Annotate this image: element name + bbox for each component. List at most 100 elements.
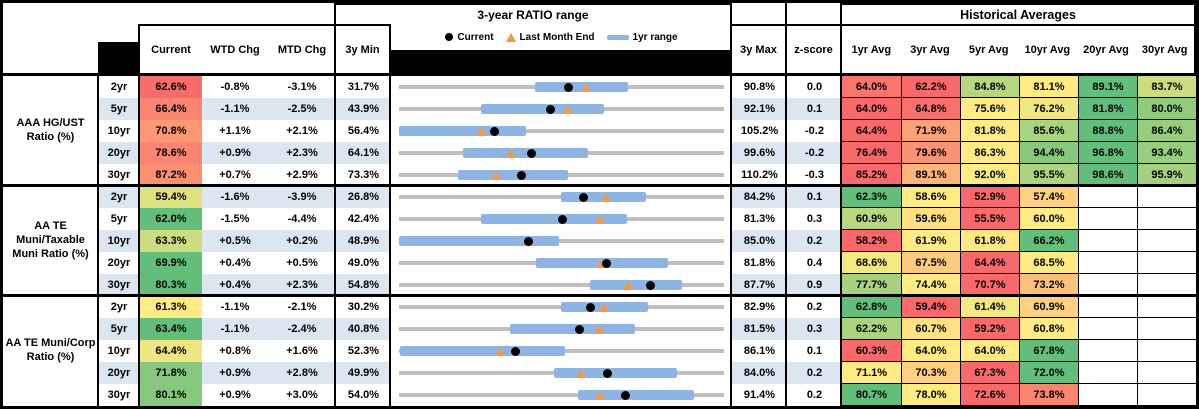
avg-cell (1078, 296, 1137, 318)
group-aaa-hg-ust: AAA HG/UST Ratio (%) 2yr 62.6% -0.8% -3.1% 3… (3, 76, 1196, 186)
avg-cell: 79.6% (901, 142, 960, 164)
wtd-chg-value: +0.9% (219, 389, 251, 401)
group-rows: 2yr 62.6% -0.8% -3.1% 31.7% 90.8% 0.0 64.0% 62.2… (98, 76, 1196, 186)
current-marker (510, 346, 520, 356)
tenor-label: 20yr (107, 147, 131, 159)
avg-cell: 85.2% (842, 164, 901, 186)
three-year-max-value: 81.3% (743, 213, 776, 225)
three-year-min-value: 54.8% (347, 279, 380, 291)
avg-cell: 68.6% (842, 252, 901, 274)
avg-cell: 67.3% (960, 362, 1019, 384)
last-month-end-triangle-icon (505, 32, 516, 42)
avg-cell: 60.0% (1019, 208, 1078, 230)
avg-cell (1137, 186, 1196, 208)
table-row: 30yr 87.2% +0.7% +2.9% 73.3% 110.2% -0.3 85.2% 8… (98, 164, 1196, 186)
historical-averages-title: Historical Averages (840, 3, 1196, 26)
current-marker (646, 280, 656, 290)
avg-cell: 67.5% (901, 252, 960, 274)
avg-cell: 94.4% (1019, 142, 1078, 164)
mtd-chg-value: -2.4% (287, 323, 317, 335)
three-year-max-value: 84.0% (743, 367, 776, 379)
avg-5yr-column-header: 5yr Avg (968, 44, 1009, 56)
avg-cell: 64.0% (901, 340, 960, 362)
current-value: 62.6% (140, 76, 202, 98)
avg-cell: 73.2% (1019, 274, 1078, 296)
three-year-range-track (399, 283, 724, 287)
current-value: 61.3% (140, 296, 202, 318)
avg-cell (1137, 384, 1196, 406)
z-score-value: 0.1 (806, 191, 823, 203)
avg-cell (1137, 274, 1196, 296)
ratio-range-chart (391, 252, 732, 274)
three-year-max-value: 81.8% (743, 257, 776, 269)
ratio-range-chart (391, 164, 732, 186)
avg-cell: 80.0% (1137, 98, 1196, 120)
three-year-max-value: 82.9% (743, 301, 776, 313)
three-year-max-value: 81.5% (743, 323, 776, 335)
avg-cell: 89.1% (901, 164, 960, 186)
tenor-label: 20yr (107, 367, 131, 379)
avg-cell: 62.2% (842, 318, 901, 340)
avg-cell: 81.8% (960, 120, 1019, 142)
tenor-label: 30yr (107, 169, 131, 181)
z-score-value: -0.2 (805, 147, 824, 159)
mtd-chg-value: +2.3% (286, 279, 318, 291)
avg-cell: 73.8% (1019, 384, 1078, 406)
three-year-max-value: 110.2% (741, 169, 778, 181)
avg-cell: 75.6% (960, 98, 1019, 120)
wtd-chg-value: -1.5% (220, 213, 250, 225)
mtd-chg-value: -4.4% (287, 213, 317, 225)
avg-1yr-column-header: 1yr Avg (851, 44, 892, 56)
ratio-range-chart (391, 76, 732, 98)
divider-line (785, 76, 787, 406)
current-marker (524, 236, 534, 246)
ratio-range-chart (391, 98, 732, 120)
group-label: AAA HG/UST Ratio (%) (3, 76, 98, 186)
current-value: 70.8% (140, 120, 202, 142)
current-column-header: Current (151, 44, 191, 56)
avg-columns-header: 1yr Avg 3yr Avg 5yr Avg 10yr Avg 20yr Av… (840, 24, 1196, 76)
ratio-range-title: 3-year RATIO range (334, 3, 732, 26)
avg-cell: 85.6% (1019, 120, 1078, 142)
avg-cell: 59.4% (901, 296, 960, 318)
avg-cell: 66.2% (1019, 230, 1078, 252)
z-score-value: 0.2 (806, 235, 823, 247)
avg-cell: 62.3% (842, 186, 901, 208)
z-score-value: 0.3 (806, 213, 823, 225)
tenor-label: 10yr (107, 345, 131, 357)
avg-cell (1137, 208, 1196, 230)
avg-cell: 58.2% (842, 230, 901, 252)
one-year-range-bar (399, 236, 560, 246)
avg-cell: 95.5% (1019, 164, 1078, 186)
tenor-label: 2yr (110, 301, 128, 313)
avg-cell (1137, 318, 1196, 340)
tenor-label: 20yr (107, 257, 131, 269)
tenor-label: 5yr (110, 213, 128, 225)
current-dot-icon (445, 33, 454, 41)
avg-cell: 74.4% (901, 274, 960, 296)
tenor-label: 10yr (107, 235, 131, 247)
avg-cell: 60.3% (842, 340, 901, 362)
avg-cell: 71.1% (842, 362, 901, 384)
three-year-range-track (399, 129, 724, 133)
avg-cell: 68.5% (1019, 252, 1078, 274)
three-year-min-value: 43.9% (347, 103, 380, 115)
avg-cell: 81.8% (1078, 98, 1137, 120)
avg-cell (1078, 230, 1137, 252)
avg-cell: 81.1% (1019, 76, 1078, 98)
three-year-min-value: 30.2% (347, 301, 380, 313)
group-rows: 2yr 61.3% -1.1% -2.1% 30.2% 82.9% 0.2 62.8% 59.4… (98, 296, 1196, 406)
current-marker (601, 258, 611, 268)
ratio-range-chart (391, 274, 732, 296)
mtd-chg-value: +2.9% (286, 169, 318, 181)
avg-cell: 64.0% (842, 76, 901, 98)
table-row: 20yr 69.9% +0.4% +0.5% 49.0% 81.8% 0.4 68.6% 67.… (98, 252, 1196, 274)
last-month-end-marker (505, 149, 516, 158)
avg-cell: 57.4% (1019, 186, 1078, 208)
three-year-max-value: 85.0% (743, 235, 776, 247)
one-year-range-bar (589, 280, 682, 290)
tenor-label: 5yr (110, 103, 128, 115)
divider-line (730, 76, 732, 406)
group-label: AA TE Muni/Taxable Muni Ratio (%) (3, 186, 98, 296)
